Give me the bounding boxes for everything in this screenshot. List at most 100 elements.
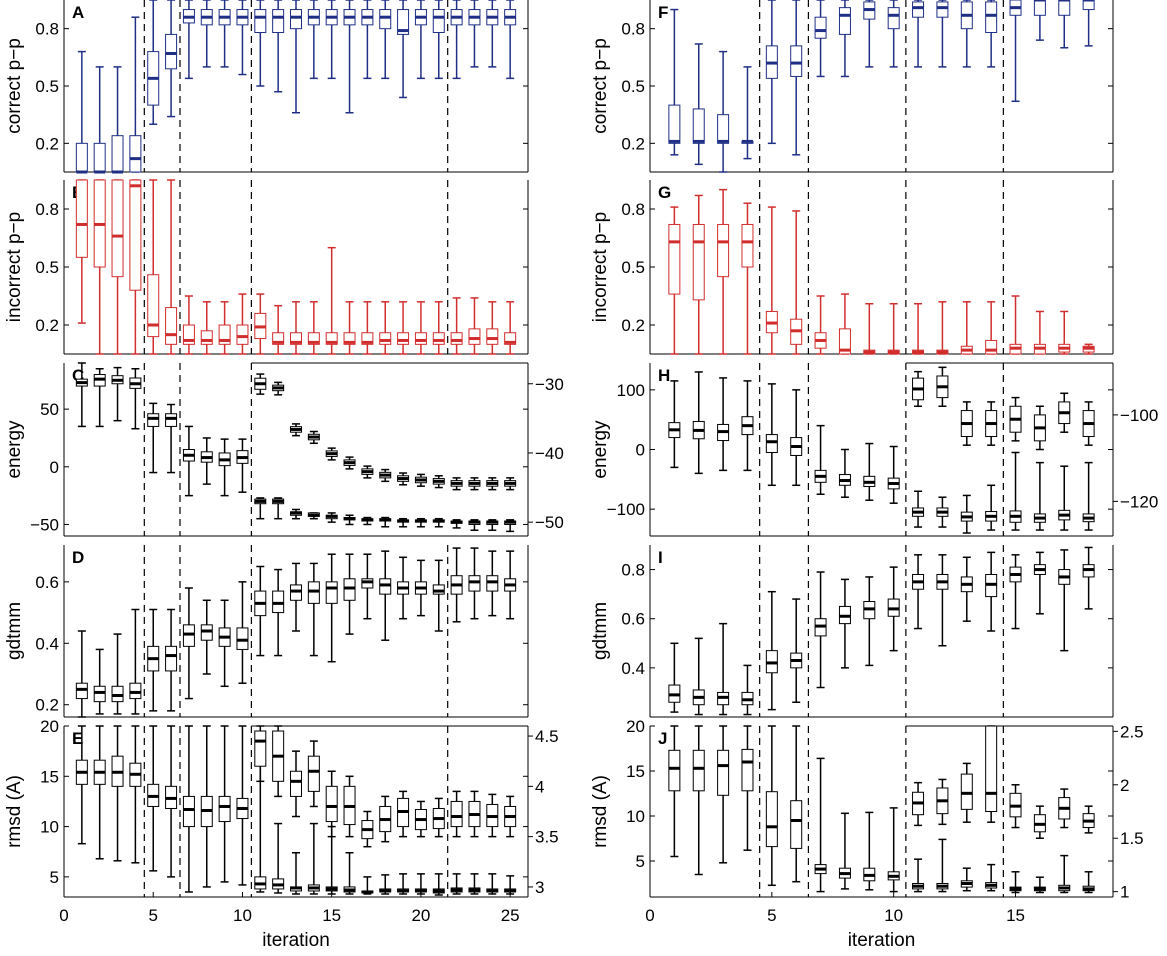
box-4 <box>741 725 754 851</box>
right-y-tick-label: 1 <box>1120 883 1129 902</box>
box-21 <box>432 559 445 632</box>
box-iqr <box>129 682 142 700</box>
box-1 <box>75 50 88 174</box>
box-25 <box>504 875 517 895</box>
box-3 <box>717 50 730 173</box>
box-5 <box>147 608 160 712</box>
panel-i: 0.4 0.6 0.8 gdtmm I <box>590 545 1114 718</box>
box-11 <box>912 554 925 630</box>
box-iqr <box>717 114 730 144</box>
box-8 <box>838 578 851 669</box>
y-tick-label: 0.5 <box>35 77 59 96</box>
box-14 <box>307 562 320 657</box>
box-4 <box>741 66 754 160</box>
box-iqr <box>668 223 681 295</box>
box-iqr <box>147 274 160 338</box>
box-iqr <box>692 749 705 792</box>
box-6 <box>790 725 803 883</box>
box-2 <box>93 725 106 860</box>
box-iqr <box>111 135 124 173</box>
box-iqr <box>165 413 178 427</box>
box-12 <box>936 301 949 355</box>
box-18 <box>379 795 392 843</box>
box-12 <box>272 304 285 355</box>
y-axis-label: energy <box>4 420 25 479</box>
box-iqr <box>887 7 900 30</box>
box-20 <box>414 0 427 80</box>
box-23 <box>468 297 481 355</box>
box-14 <box>307 822 320 895</box>
box-iqr <box>379 9 392 30</box>
box-20 <box>414 873 427 895</box>
box-iqr <box>218 324 231 345</box>
y-tick-label: 0.8 <box>35 200 59 219</box>
x-tick-label: 10 <box>233 906 252 925</box>
box-1 <box>75 725 88 845</box>
y-tick-label: 0.8 <box>621 200 645 219</box>
box-13 <box>290 0 302 114</box>
box-17 <box>361 465 374 479</box>
x-tick-label: 15 <box>322 906 341 925</box>
box-21 <box>432 797 445 838</box>
box-6 <box>165 179 178 355</box>
box-iqr <box>741 223 754 268</box>
box-18 <box>1082 805 1095 834</box>
box-11 <box>254 0 267 87</box>
box-9 <box>218 599 231 688</box>
box-16 <box>1033 461 1046 531</box>
box-13 <box>290 301 302 355</box>
panel-letter: F <box>658 3 668 22</box>
box-iqr <box>379 332 392 345</box>
y-axis-label: gdtmm <box>590 602 611 660</box>
x-tick-label: 0 <box>59 906 68 925</box>
box-5 <box>147 0 160 125</box>
box-23 <box>468 790 481 838</box>
box-9 <box>218 301 231 355</box>
right-y-tick-label: −120 <box>1120 492 1158 511</box>
box-4 <box>129 608 142 715</box>
box-14 <box>307 512 320 520</box>
y-tick-label: 0.5 <box>35 258 59 277</box>
box-13 <box>290 423 302 437</box>
box-16 <box>1033 0 1046 41</box>
y-tick-label: −100 <box>607 500 645 519</box>
box-14 <box>985 401 998 446</box>
box-11 <box>912 781 925 827</box>
box-11 <box>254 565 267 657</box>
box-7 <box>182 425 195 497</box>
box-15 <box>1009 871 1022 894</box>
y-tick-label: 0 <box>636 441 645 460</box>
box-6 <box>790 210 803 355</box>
box-16 <box>343 301 356 355</box>
box-13 <box>960 556 973 622</box>
box-6 <box>790 598 803 704</box>
box-2 <box>692 43 705 166</box>
panel-letter: J <box>658 729 667 748</box>
box-9 <box>863 811 876 891</box>
box-11 <box>912 858 925 893</box>
box-iqr <box>111 179 124 278</box>
box-13 <box>960 867 973 892</box>
box-15 <box>1009 396 1022 442</box>
box-12 <box>272 725 285 798</box>
box-17 <box>1058 854 1071 894</box>
box-3 <box>111 633 124 715</box>
box-iqr <box>129 179 142 291</box>
y-axis-label: rmsd (A) <box>590 775 611 848</box>
box-18 <box>379 301 392 355</box>
box-15 <box>1009 554 1022 630</box>
box-16 <box>1033 876 1046 894</box>
box-iqr <box>218 795 231 823</box>
box-iqr <box>838 328 851 355</box>
right-y-tick-label: 2.5 <box>1120 722 1144 741</box>
box-12 <box>936 838 949 893</box>
y-tick-label: 20 <box>626 717 645 736</box>
box-iqr <box>307 581 320 604</box>
box-25 <box>504 795 517 838</box>
box-iqr <box>290 770 302 797</box>
y-tick-label: 0.5 <box>621 258 645 277</box>
box-5 <box>765 725 778 887</box>
box-19 <box>397 301 410 355</box>
box-iqr <box>397 9 410 35</box>
